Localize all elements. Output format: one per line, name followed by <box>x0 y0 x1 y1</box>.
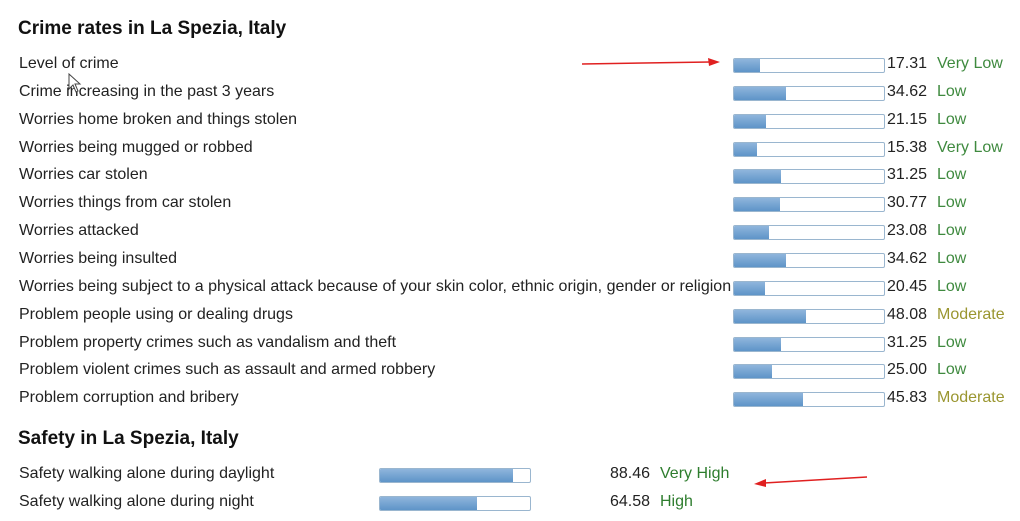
row-label: Safety walking alone during daylight <box>19 465 275 482</box>
score-bar-fill <box>734 142 758 156</box>
row-label: Level of crime <box>19 55 119 72</box>
table-row: Worries being mugged or robbed 15.38 Very … <box>0 137 1020 163</box>
score-value: 34.62 <box>887 82 928 100</box>
score-value: 88.46 <box>610 465 651 482</box>
score-value: 31.25 <box>887 333 928 351</box>
score-value: 64.58 <box>610 493 651 510</box>
table-row: Worries car stolen 31.25 Low <box>0 164 1020 190</box>
score-value: 31.25 <box>887 166 928 184</box>
score-rating: Very Low <box>937 55 1003 72</box>
table-row: Level of crime 17.31 Very Low <box>0 53 1020 79</box>
score-value: 17.31 <box>887 55 928 72</box>
row-label: Problem corruption and bribery <box>19 389 239 407</box>
score-rating: High <box>660 493 693 510</box>
annotation-arrow-icon <box>581 58 720 66</box>
score-bar-fill <box>734 309 807 323</box>
score-value: 15.38 <box>887 138 928 156</box>
table-row: Problem corruption and bribery 45.83 Moder… <box>0 387 1020 413</box>
score-bar <box>733 169 885 185</box>
row-label: Worries things from car stolen <box>19 194 232 212</box>
score-rating: Low <box>937 194 967 212</box>
crime-section-title: Crime rates in La Spezia, Italy <box>18 18 287 39</box>
table-row: Problem people using or dealing drugs 48.… <box>0 304 1020 330</box>
table-row: Problem property crimes such as vandalis… <box>0 332 1020 358</box>
row-label: Worries home broken and things stolen <box>19 110 298 128</box>
score-bar-fill <box>734 226 769 240</box>
score-bar-fill <box>734 365 772 379</box>
score-bar <box>379 496 531 511</box>
score-bar <box>733 141 885 157</box>
score-bar <box>733 113 885 129</box>
score-bar <box>733 225 885 241</box>
score-bar <box>733 197 885 213</box>
score-rating: Low <box>937 249 967 267</box>
score-rating: Low <box>937 277 967 295</box>
score-value: 34.62 <box>887 249 928 267</box>
row-label: Worries attacked <box>19 222 139 240</box>
score-bar <box>733 252 885 268</box>
score-value: 21.15 <box>887 110 928 128</box>
table-row: Worries being insulted 34.62 Low <box>0 248 1020 274</box>
row-label: Worries being insulted <box>19 249 178 267</box>
score-rating: Low <box>937 361 967 379</box>
score-rating: Low <box>937 82 967 100</box>
table-row: Crime increasing in the past 3 years 34.6… <box>0 81 1020 107</box>
score-rating: Moderate <box>937 305 1005 323</box>
score-bar <box>733 280 885 296</box>
table-row: Safety walking alone during night 64.58 Hi… <box>0 491 1020 517</box>
score-value: 30.77 <box>887 194 928 212</box>
score-bar <box>733 308 885 324</box>
score-value: 20.45 <box>887 277 928 295</box>
score-bar-fill <box>380 497 477 510</box>
score-rating: Low <box>937 166 967 184</box>
table-row: Safety walking alone during daylight 88.4… <box>0 463 1020 489</box>
score-bar-fill <box>734 393 803 407</box>
annotation-arrow-icon <box>754 476 868 487</box>
score-bar <box>733 364 885 380</box>
score-rating: Low <box>937 222 967 240</box>
score-rating: Very High <box>660 465 730 482</box>
score-bar-fill <box>734 281 765 295</box>
row-label: Worries being subject to a physical atta… <box>19 277 732 295</box>
score-bar-fill <box>734 253 786 267</box>
score-bar <box>733 58 885 73</box>
score-bar <box>733 392 885 408</box>
score-value: 45.83 <box>887 389 928 407</box>
table-row: Worries things from car stolen 30.77 Low <box>0 192 1020 218</box>
row-label: Problem violent crimes such as assault a… <box>19 361 436 379</box>
safety-section-title: Safety in La Spezia, Italy <box>18 428 239 449</box>
score-bar <box>379 468 531 483</box>
score-bar-fill <box>734 59 760 72</box>
score-value: 48.08 <box>887 305 928 323</box>
table-row: Worries home broken and things stolen 21.… <box>0 109 1020 135</box>
row-label: Worries car stolen <box>19 166 148 184</box>
score-bar <box>733 336 885 352</box>
score-bar-fill <box>734 337 781 351</box>
score-bar-fill <box>734 198 781 212</box>
row-label: Safety walking alone during night <box>19 493 254 510</box>
score-value: 25.00 <box>887 361 928 379</box>
score-bar-fill <box>380 469 513 482</box>
score-rating: Low <box>937 333 967 351</box>
row-label: Problem property crimes such as vandalis… <box>19 333 397 351</box>
table-row: Worries attacked 23.08 Low <box>0 220 1020 246</box>
row-label: Crime increasing in the past 3 years <box>19 82 275 100</box>
score-rating: Very Low <box>937 138 1003 156</box>
score-value: 23.08 <box>887 222 928 240</box>
score-bar <box>733 85 885 101</box>
mouse-cursor-icon <box>68 73 82 93</box>
score-bar-fill <box>734 170 781 184</box>
table-row: Problem violent crimes such as assault a… <box>0 359 1020 385</box>
score-rating: Low <box>937 110 967 128</box>
score-bar-fill <box>734 86 786 100</box>
score-rating: Moderate <box>937 389 1005 407</box>
table-row: Worries being subject to a physical atta… <box>0 276 1020 302</box>
row-label: Problem people using or dealing drugs <box>19 305 293 323</box>
score-bar-fill <box>734 114 766 128</box>
row-label: Worries being mugged or robbed <box>19 138 253 156</box>
